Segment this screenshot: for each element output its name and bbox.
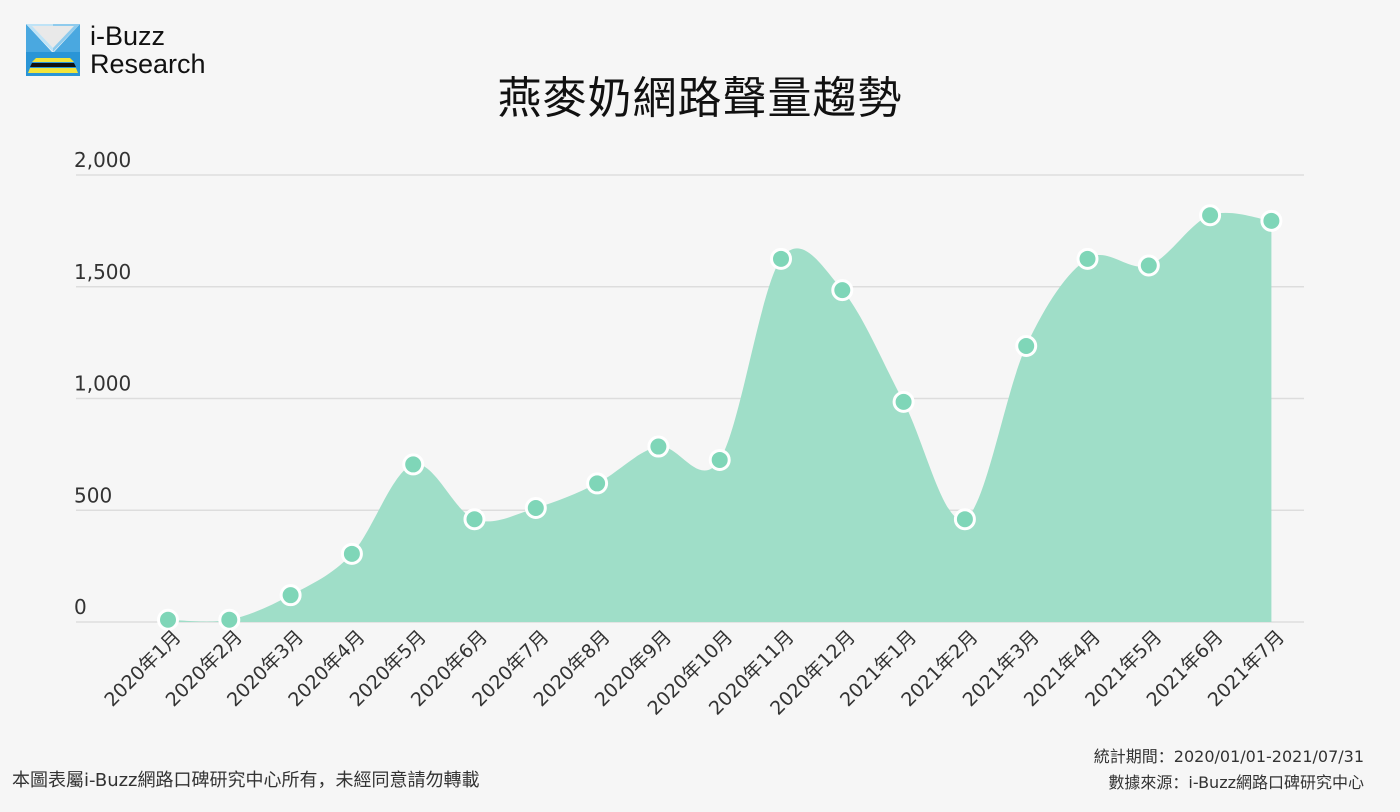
data-point-9 xyxy=(647,435,670,458)
x-axis-ticks: 2020年1月2020年2月2020年3月2020年4月2020年5月2020年… xyxy=(100,626,1289,720)
y-tick-label: 500 xyxy=(74,483,112,507)
data-point-2 xyxy=(218,608,241,631)
logo-line1: i-Buzz xyxy=(90,21,166,51)
data-point-4 xyxy=(340,542,363,565)
footer-info: 統計期間：2020/01/01-2021/07/31 數據來源：i-Buzz網路… xyxy=(1094,744,1364,796)
data-point-5 xyxy=(402,453,425,476)
y-tick-label: 0 xyxy=(74,595,87,619)
y-tick-label: 1,500 xyxy=(74,260,131,284)
data-point-13 xyxy=(892,390,915,413)
copyright-note: 本圖表屬i-Buzz網路口碑研究中心所有，未經同意請勿轉載 xyxy=(12,770,480,791)
data-source: 數據來源：i-Buzz網路口碑研究中心 xyxy=(1108,773,1364,792)
data-point-15 xyxy=(1015,334,1038,357)
y-axis-ticks: 0 500 1,000 1,500 2,000 xyxy=(74,148,131,619)
ibuzz-logo: i-Buzz Research xyxy=(26,22,236,80)
logo-line2: Research xyxy=(90,49,206,79)
logo-text: i-Buzz Research xyxy=(90,22,206,78)
data-point-7 xyxy=(524,497,547,520)
data-point-8 xyxy=(586,472,609,495)
data-point-3 xyxy=(279,584,302,607)
data-point-19 xyxy=(1260,209,1283,232)
data-point-17 xyxy=(1137,254,1160,277)
data-point-6 xyxy=(463,508,486,531)
data-point-14 xyxy=(953,508,976,531)
data-point-10 xyxy=(708,448,731,471)
y-tick-label: 2,000 xyxy=(74,148,131,172)
data-point-12 xyxy=(831,279,854,302)
data-point-11 xyxy=(770,247,792,270)
chart-title: 燕麥奶網路聲量趨勢 xyxy=(497,73,903,124)
area-series xyxy=(168,212,1272,622)
data-point-16 xyxy=(1076,247,1099,270)
data-points xyxy=(157,204,1283,631)
data-point-1 xyxy=(157,608,179,631)
y-tick-label: 1,000 xyxy=(74,372,131,396)
ibuzz-logo-icon xyxy=(26,24,80,76)
stat-period: 統計期間：2020/01/01-2021/07/31 xyxy=(1093,747,1364,766)
data-point-18 xyxy=(1199,204,1222,227)
